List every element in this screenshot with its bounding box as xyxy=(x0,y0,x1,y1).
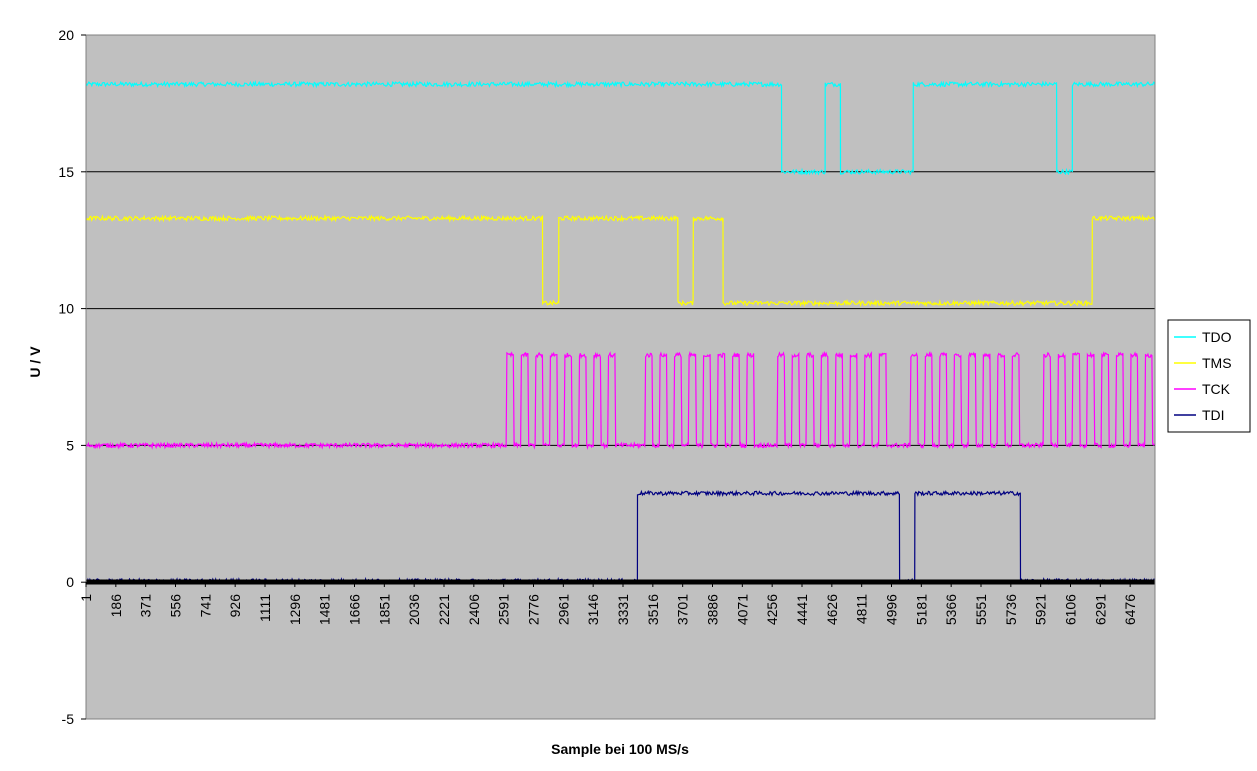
x-tick-label: 371 xyxy=(138,594,154,618)
x-axis-title: Sample bei 100 MS/s xyxy=(551,741,689,757)
plot-border xyxy=(85,34,1156,720)
x-tick-label: 3516 xyxy=(645,594,661,625)
legend-label-tck: TCK xyxy=(1202,381,1231,397)
x-tick-label: 4071 xyxy=(734,594,750,625)
series-line-tms xyxy=(85,213,1156,308)
x-tick-label: 4256 xyxy=(764,594,780,625)
x-tick-label: 3701 xyxy=(675,594,691,625)
y-tick-label: 15 xyxy=(58,164,74,180)
x-tick-label: 4626 xyxy=(824,594,840,625)
x-tick-label: 1481 xyxy=(317,594,333,625)
x-tick-label: 186 xyxy=(108,594,124,618)
x-axis-ticks: 1 186 371 556 741 926 1111 1296 1481 1666 1851 2036… xyxy=(78,582,1138,625)
x-tick-label: 3331 xyxy=(615,594,631,625)
legend-label-tdi: TDI xyxy=(1202,407,1225,423)
x-tick-label: 5736 xyxy=(1003,594,1019,625)
legend-box xyxy=(1167,319,1251,433)
x-tick-label: 2036 xyxy=(406,594,422,625)
x-tick-label: 4996 xyxy=(883,594,899,625)
x-tick-label: 2591 xyxy=(496,594,512,625)
x-tick-label: 2776 xyxy=(525,594,541,625)
series-line-tck xyxy=(85,350,1155,450)
series-line-tdo xyxy=(85,79,1156,176)
x-tick-label: 6106 xyxy=(1062,594,1078,625)
x-tick-label: 1296 xyxy=(287,594,303,625)
x-tick-label: 926 xyxy=(227,594,243,618)
y-tick-label: 0 xyxy=(66,574,74,590)
x-tick-label: 6476 xyxy=(1122,594,1138,625)
x-tick-label: 4441 xyxy=(794,594,810,625)
x-tick-label: 2221 xyxy=(436,594,452,625)
x-tick-label: 1666 xyxy=(346,594,362,625)
legend: TDO TMS TCK TDI xyxy=(1167,319,1251,433)
y-tick-label: 10 xyxy=(58,301,74,317)
x-tick-label: 1851 xyxy=(376,594,392,625)
y-tick-label: 20 xyxy=(58,27,74,43)
y-tick-label: 5 xyxy=(66,437,74,453)
x-tick-label: 2406 xyxy=(466,594,482,625)
x-tick-label: 4811 xyxy=(854,594,870,624)
axes-layer xyxy=(85,34,1156,720)
legend-label-tms: TMS xyxy=(1202,355,1232,371)
x-tick-label: 3886 xyxy=(704,594,720,625)
x-tick-label: 1111 xyxy=(257,594,273,622)
x-tick-label: 556 xyxy=(167,594,183,618)
legend-label-tdo: TDO xyxy=(1202,329,1232,345)
y-axis-ticks: -5 0 5 10 15 20 xyxy=(58,27,86,727)
x-tick-label: 3146 xyxy=(585,594,601,625)
x-tick-label: 5551 xyxy=(973,594,989,625)
x-tick-label: 2961 xyxy=(555,594,571,625)
x-tick-label: 741 xyxy=(197,594,213,618)
y-tick-label: -5 xyxy=(62,711,75,727)
y-axis-title: U / V xyxy=(27,346,43,378)
plot-area xyxy=(86,35,1155,719)
x-tick-label: 5366 xyxy=(943,594,959,625)
x-tick-label: 5921 xyxy=(1033,594,1049,625)
x-tick-label: 5181 xyxy=(913,594,929,625)
x-tick-label: 1 xyxy=(78,594,94,602)
x-tick-label: 6291 xyxy=(1092,594,1108,625)
